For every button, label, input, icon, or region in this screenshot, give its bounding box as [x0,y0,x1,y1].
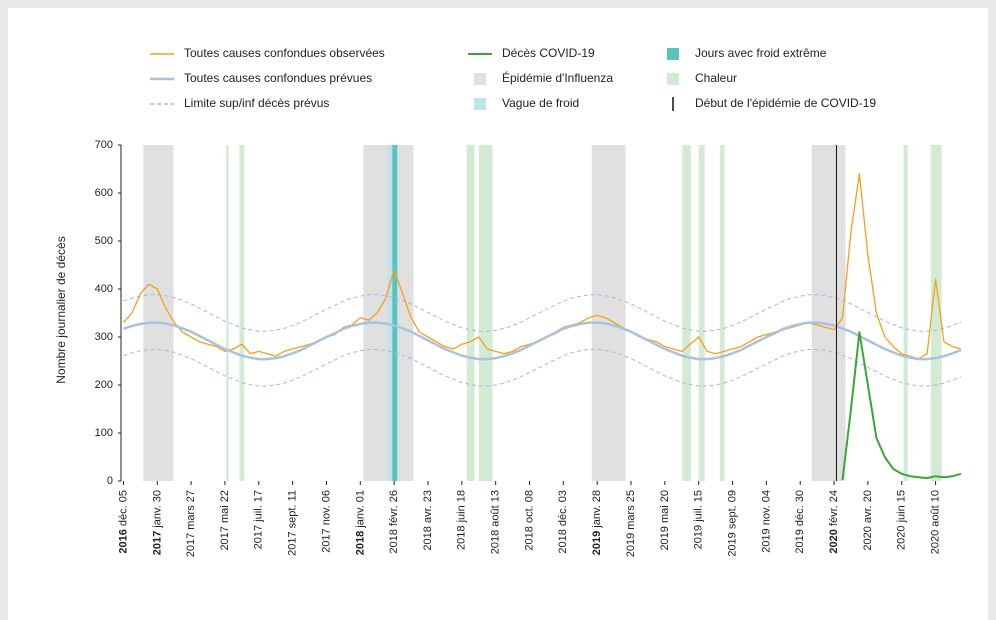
x-tick-label: 2019 mai 20 [659,490,671,551]
y-tick-label: 0 [107,475,113,487]
limit-lower [123,349,962,387]
y-tick-label: 400 [95,283,113,295]
x-tick-label: 2016 déc. 05 [117,490,129,554]
band [466,145,475,481]
x-tick-label: 2017 juil. 17 [253,490,265,549]
x-tick-label: 2019 janv. 28 [591,490,603,555]
band [903,145,908,481]
x-tick-label: 2020 août 10 [929,490,941,554]
x-tick-label: 2017 mars 27 [185,490,197,557]
limit-upper [123,294,962,332]
y-tick-label: 700 [95,139,113,151]
legend-label: Vague de froid [502,96,579,110]
legend-label: Début de l'épidémie de COVID-19 [695,96,876,110]
series-line [841,331,962,481]
y-tick-label: 200 [95,379,113,391]
legend-swatch [667,48,679,60]
x-tick-label: 2018 juin 18 [456,490,468,550]
x-tick-label: 2018 avr. 23 [422,490,434,551]
band [478,145,493,481]
band [930,145,942,481]
band [392,145,398,481]
x-tick-label: 2019 mars 25 [625,490,637,557]
y-tick-label: 600 [95,187,113,199]
legend-swatch [474,98,486,110]
x-tick-label: 2019 nov. 04 [760,490,772,553]
band [591,145,626,481]
legend-swatch [667,73,679,85]
y-tick-label: 300 [95,331,113,343]
legend-label: Décès COVID-19 [502,46,595,60]
x-tick-label: 2020 avr. 20 [862,490,874,551]
band [226,145,229,481]
band [682,145,691,481]
y-axis-title: Nombre journalier de décès [54,236,68,383]
band [239,145,245,481]
band [811,145,846,481]
series-line [123,321,962,361]
legend-label: Épidémie d'Influenza [502,70,613,85]
x-tick-label: 2018 août 13 [490,490,502,554]
legend-swatch [474,73,486,85]
x-tick-label: 2018 févr. 26 [388,490,400,554]
x-tick-label: 2019 sept. 09 [726,490,738,557]
legend-label: Jours avec froid extrême [695,46,827,60]
x-tick-label: 2017 mai 22 [219,490,231,551]
x-tick-label: 2018 déc. 03 [557,490,569,554]
legend-label: Chaleur [695,71,737,85]
legend-label: Limite sup/inf décès prévus [184,96,329,110]
band [719,145,725,481]
legend-label: Toutes causes confondues prévues [184,71,372,85]
y-tick-label: 100 [95,427,113,439]
y-tick-label: 500 [95,235,113,247]
x-tick-label: 2019 déc. 30 [794,490,806,554]
x-tick-label: 2018 oct. 08 [523,490,535,551]
x-tick-label: 2020 févr. 24 [828,490,840,554]
band [698,145,705,481]
legend-label: Toutes causes confondues observées [184,46,385,60]
x-tick-label: 2017 nov. 06 [320,490,332,553]
x-tick-label: 2019 juil. 15 [693,490,705,549]
x-tick-label: 2020 juin 15 [896,490,908,550]
x-tick-label: 2017 janv. 30 [151,490,163,555]
x-tick-label: 2018 janv. 01 [354,490,366,555]
x-tick-label: 2017 sept. 11 [287,490,299,556]
